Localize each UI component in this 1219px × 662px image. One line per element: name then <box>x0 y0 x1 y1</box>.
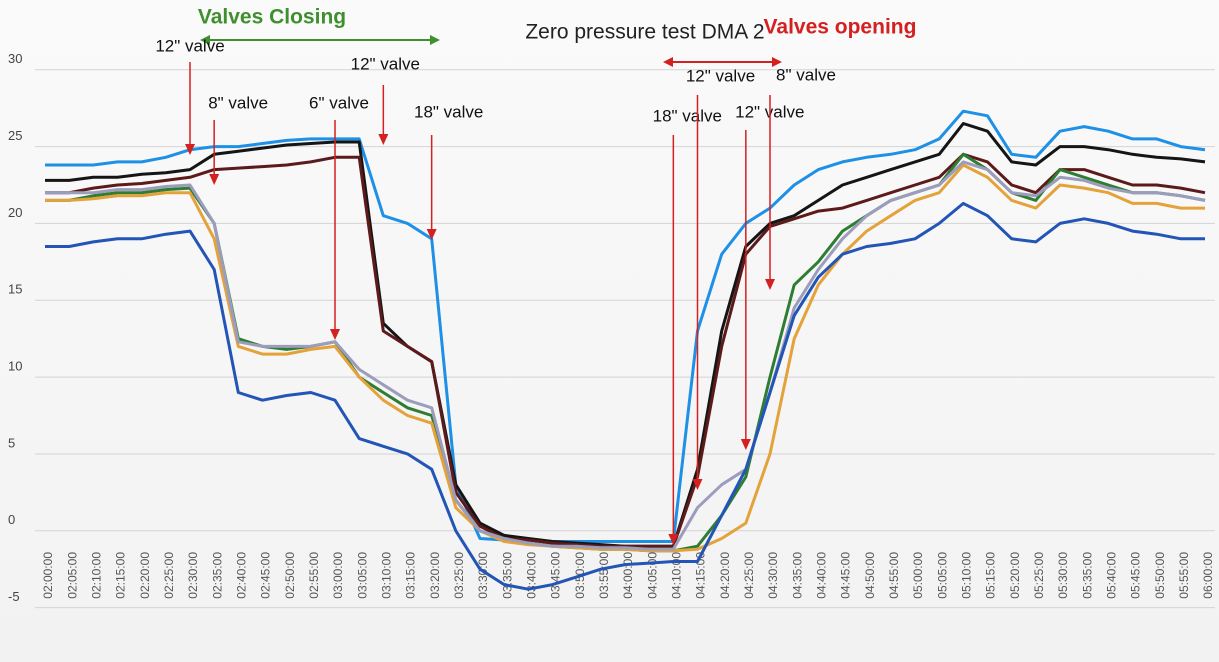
closing-arrow <box>200 35 440 45</box>
y-tick-label: 0 <box>8 512 15 527</box>
annotation: 12" valve <box>686 66 755 85</box>
y-tick-label: 20 <box>8 205 22 220</box>
x-tick-label: 02:20:00 <box>138 552 152 599</box>
x-tick-label: 04:55:00 <box>887 552 901 599</box>
x-tick-label: 05:25:00 <box>1032 552 1046 599</box>
x-tick-label: 02:30:00 <box>186 552 200 599</box>
annotation: 8" valve <box>208 93 268 112</box>
x-tick-label: 03:00:00 <box>331 552 345 599</box>
annotation: 12" valve <box>351 54 420 73</box>
x-tick-label: 05:20:00 <box>1008 552 1022 599</box>
x-tick-label: 04:25:00 <box>742 552 756 599</box>
x-tick-label: 03:05:00 <box>355 552 369 599</box>
y-tick-label: 5 <box>8 435 15 450</box>
series-line <box>45 160 1206 551</box>
x-tick-label: 05:50:00 <box>1153 552 1167 599</box>
x-tick-label: 05:35:00 <box>1080 552 1094 599</box>
x-tick-label: 03:35:00 <box>500 552 514 599</box>
x-tick-label: 02:55:00 <box>307 552 321 599</box>
series-line <box>45 152 1206 553</box>
x-tick-label: 03:30:00 <box>476 552 490 599</box>
closing-label: Valves Closing <box>198 6 346 29</box>
arrow-head <box>378 134 389 145</box>
x-tick-label: 05:15:00 <box>984 552 998 599</box>
x-tick-label: 04:50:00 <box>863 552 877 599</box>
x-tick-label: 05:10:00 <box>960 552 974 599</box>
x-tick-label: 03:20:00 <box>428 552 442 599</box>
annotation: 6" valve <box>309 93 369 112</box>
x-tick-label: 04:10:00 <box>670 552 684 599</box>
x-tick-label: 03:45:00 <box>549 552 563 599</box>
x-tick-label: 02:40:00 <box>235 552 249 599</box>
arrow-head <box>740 439 751 450</box>
x-tick-label: 04:20:00 <box>718 552 732 599</box>
x-tick-label: 04:05:00 <box>645 552 659 599</box>
x-tick-label: 05:40:00 <box>1105 552 1119 599</box>
x-tick-label: 02:00:00 <box>41 552 55 599</box>
x-tick-label: 03:25:00 <box>452 552 466 599</box>
x-tick-label: 02:45:00 <box>259 552 273 599</box>
x-tick-label: 04:40:00 <box>815 552 829 599</box>
arrow-head <box>426 229 437 240</box>
arrow-head <box>330 329 340 340</box>
x-tick-label: 03:55:00 <box>597 552 611 599</box>
y-tick-label: 15 <box>8 282 22 297</box>
y-tick-label: 10 <box>8 359 22 374</box>
x-tick-label: 03:40:00 <box>525 552 539 599</box>
arrow-head <box>765 279 775 290</box>
x-tick-label: 02:50:00 <box>283 552 297 599</box>
annotation: 18" valve <box>414 102 483 121</box>
y-tick-label: 25 <box>8 128 22 143</box>
x-tick-label: 06:00:00 <box>1201 552 1215 599</box>
x-tick-label: 04:30:00 <box>766 552 780 599</box>
series-line <box>45 152 1206 548</box>
arrow-head <box>692 479 703 490</box>
annotation: 18" valve <box>653 106 722 125</box>
arrow-head <box>185 144 195 155</box>
x-tick-label: 04:15:00 <box>694 552 708 599</box>
y-tick-label: -5 <box>8 589 20 604</box>
x-tick-label: 02:15:00 <box>114 552 128 599</box>
x-tick-label: 02:10:00 <box>90 552 104 599</box>
x-tick-label: 04:35:00 <box>790 552 804 599</box>
opening-label: Valves opening <box>764 16 917 39</box>
series-line <box>45 109 1206 543</box>
opening-arrow <box>663 57 782 67</box>
x-tick-label: 02:35:00 <box>210 552 224 599</box>
x-tick-label: 02:25:00 <box>162 552 176 599</box>
arrow-head <box>209 174 220 185</box>
x-tick-label: 03:15:00 <box>404 552 418 599</box>
x-tick-label: 05:45:00 <box>1129 552 1143 599</box>
series-line <box>45 122 1206 548</box>
x-tick-label: 04:00:00 <box>621 552 635 599</box>
x-tick-label: 03:10:00 <box>380 552 394 599</box>
y-tick-label: 30 <box>8 51 22 66</box>
x-tick-label: 04:45:00 <box>839 552 853 599</box>
annotation: 12" valve <box>155 36 224 55</box>
series-line <box>45 201 1205 591</box>
x-tick-label: 05:05:00 <box>935 552 949 599</box>
arrow-head <box>668 534 679 545</box>
annotation: 8" valve <box>776 65 836 84</box>
series-line <box>45 163 1205 553</box>
x-tick-label: 05:55:00 <box>1177 552 1191 599</box>
x-tick-label: 02:05:00 <box>65 552 79 599</box>
x-tick-label: 05:30:00 <box>1056 552 1070 599</box>
x-tick-label: 05:00:00 <box>911 552 925 599</box>
chart-title: Zero pressure test DMA 2 <box>525 21 764 44</box>
